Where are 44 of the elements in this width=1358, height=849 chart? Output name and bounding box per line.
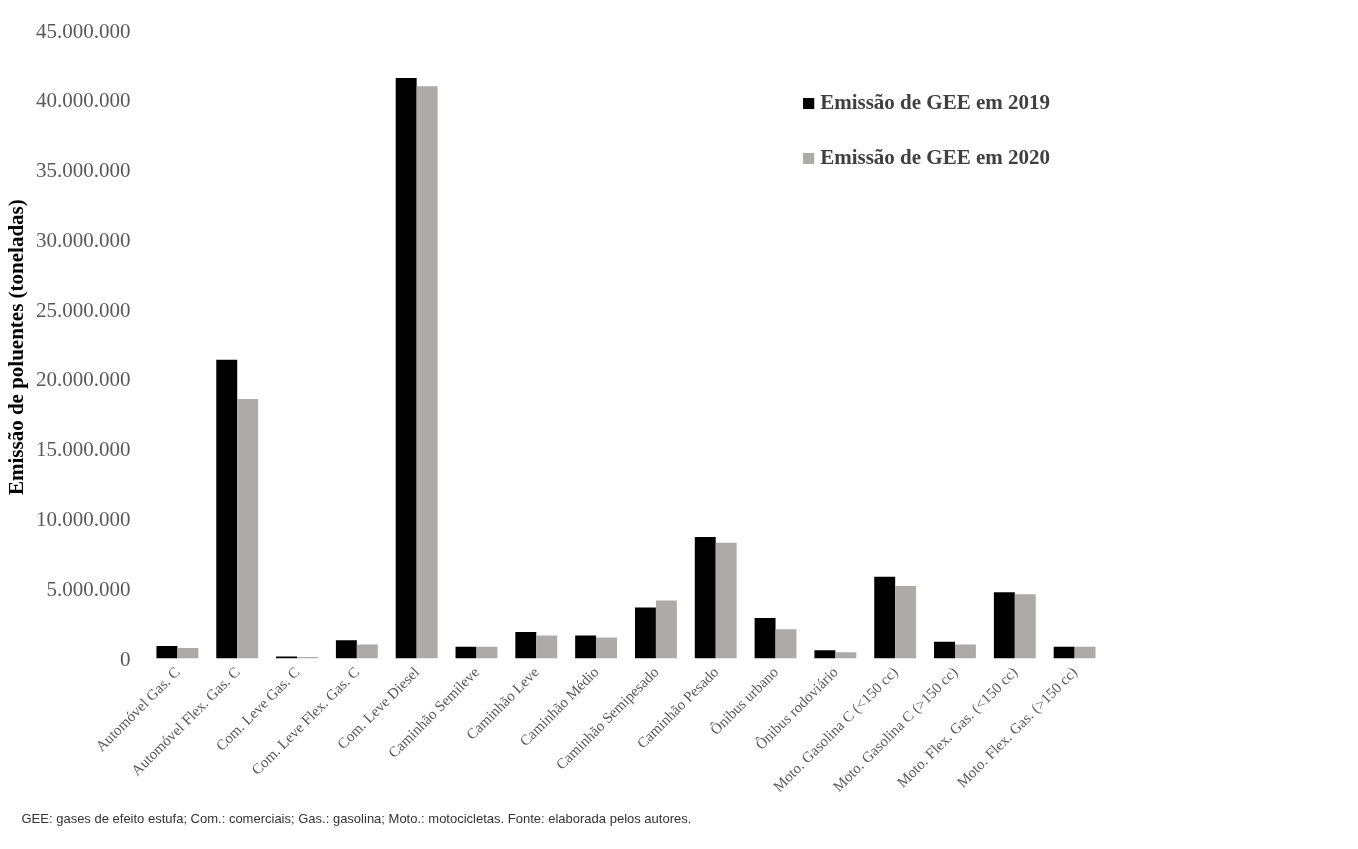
y-axis-title: Emissão de poluentes (toneladas) [4,199,28,496]
bar [177,648,199,659]
y-tick-label: 45.000.000 [36,18,131,43]
bar [775,629,797,659]
bar [934,641,955,659]
bar [1074,646,1096,659]
bar [954,644,976,659]
bar [335,640,357,659]
bar [1014,594,1036,659]
bar [395,77,417,659]
bar [835,652,857,659]
bar [694,537,716,659]
bar [575,635,597,659]
y-tick-label: 25.000.000 [36,297,131,322]
bar [276,656,298,659]
legend-label: Emissão de GEE em 2019 [820,90,1050,115]
bar [1053,646,1075,659]
bar [536,635,558,659]
bar [634,607,656,659]
legend-label: Emissão de GEE em 2020 [820,145,1050,170]
y-tick-label: 20.000.000 [36,367,131,392]
y-tick-label: 15.000.000 [36,437,131,462]
bar [754,618,776,659]
bar [596,637,618,659]
y-tick-label: 30.000.000 [36,227,131,252]
bar [356,644,378,659]
y-tick-label: 0 [120,646,131,671]
bar [993,592,1015,659]
bar [715,542,737,659]
y-tick-label: 35.000.000 [36,158,131,183]
bar [237,398,259,659]
bar [476,646,498,659]
bar [874,576,896,659]
bar [515,631,537,659]
bar [655,600,677,659]
bar [814,650,836,659]
bar [895,585,917,659]
y-tick-label: 40.000.000 [36,88,131,113]
bar [416,86,438,659]
bar [216,359,238,659]
y-tick-label: 10.000.000 [36,506,131,531]
y-tick-label: 5.000.000 [46,576,131,601]
bar [156,645,178,659]
text: GEE: gases de efeito estufa; Com.: comerciais; Gas.: gasolina; Moto.: motocicletas. Fonte: elaborada pelos autores. [21,810,692,826]
